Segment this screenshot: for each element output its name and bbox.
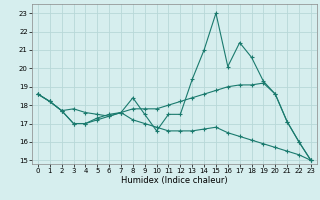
X-axis label: Humidex (Indice chaleur): Humidex (Indice chaleur): [121, 176, 228, 185]
